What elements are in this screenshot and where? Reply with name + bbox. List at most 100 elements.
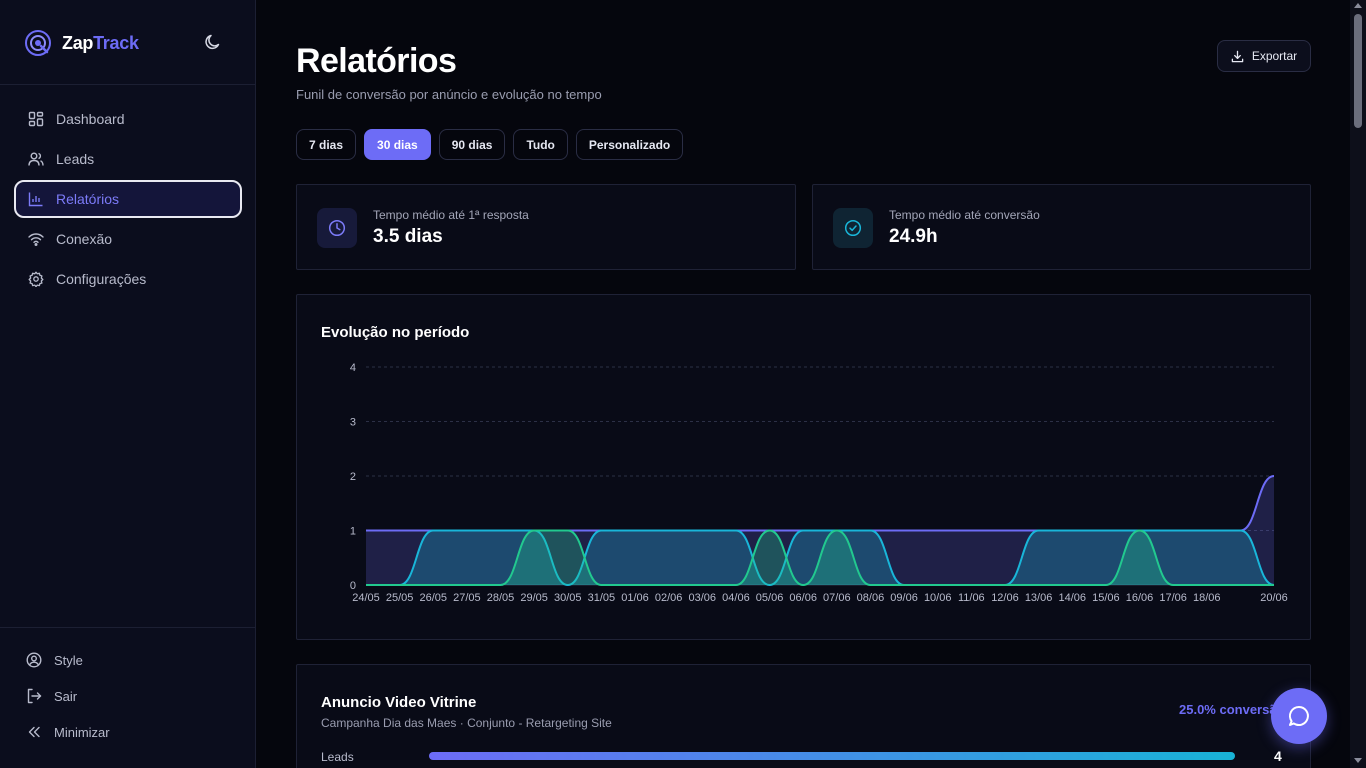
sidebar-item-conexao[interactable]: Conexão: [14, 220, 242, 258]
sidebar-item-leads[interactable]: Leads: [14, 140, 242, 178]
x-tick-label: 12/06: [991, 592, 1019, 604]
x-tick-label: 02/06: [655, 592, 683, 604]
series-line: [366, 529, 1275, 587]
funnel-row-count: 4: [1274, 748, 1282, 764]
funnel-row-label: Leads: [321, 750, 354, 764]
scroll-down-arrow[interactable]: [1354, 758, 1362, 763]
wifi-icon: [28, 233, 44, 246]
logo-icon: [25, 30, 51, 56]
stat-card-conversion-time: Tempo médio até conversão 24.9h: [812, 184, 1311, 270]
sidebar-item-dashboard[interactable]: Dashboard: [14, 100, 242, 138]
export-button[interactable]: Exportar: [1217, 40, 1311, 72]
y-tick-label: 1: [350, 526, 356, 538]
funnel-row-bar: [429, 752, 1235, 760]
sidebar-item-relatorios[interactable]: Relatórios: [14, 180, 242, 218]
filter-7-dias[interactable]: 7 dias: [296, 129, 357, 160]
x-tick-label: 14/06: [1058, 592, 1086, 604]
filter-30-dias[interactable]: 30 dias: [364, 129, 431, 160]
sidebar-item-configuracoes[interactable]: Configurações: [14, 260, 242, 298]
page-scrollbar[interactable]: [1350, 0, 1366, 768]
page-title: Relatórios: [296, 42, 457, 80]
filter-tudo[interactable]: Tudo: [513, 129, 568, 160]
x-tick-label: 13/06: [1025, 592, 1053, 604]
ad-funnel-card: Anuncio Video Vitrine Campanha Dia das M…: [296, 664, 1311, 768]
filter-personalizado[interactable]: Personalizado: [575, 129, 684, 160]
x-tick-label: 05/06: [756, 592, 784, 604]
sidebar: ZapTrack Dashboard Leads: [0, 0, 256, 768]
series-line: [366, 475, 1275, 532]
x-tick-label: 20/06: [1260, 592, 1288, 604]
profile-button[interactable]: Style: [26, 642, 236, 678]
x-tick-label: 11/06: [958, 592, 985, 604]
sidebar-bottom: Style Sair Minimizar: [26, 642, 236, 750]
sidebar-item-label: Relatórios: [56, 191, 120, 207]
x-tick-label: 04/06: [722, 592, 750, 604]
x-tick-label: 27/05: [453, 592, 481, 604]
x-tick-label: 16/06: [1126, 592, 1154, 604]
logout-icon: [27, 688, 42, 704]
chat-bubble-icon: [1288, 705, 1309, 726]
ad-title: Anuncio Video Vitrine: [321, 694, 477, 711]
x-tick-label: 06/06: [789, 592, 817, 604]
stat-icon-wrapper: [833, 208, 873, 248]
brand[interactable]: ZapTrack: [24, 28, 139, 58]
moon-icon[interactable]: [203, 32, 223, 52]
chevrons-left-icon: [28, 726, 40, 738]
x-tick-label: 07/06: [823, 592, 851, 604]
filter-90-dias[interactable]: 90 dias: [438, 129, 506, 160]
user-circle-icon: [26, 652, 42, 668]
sidebar-divider: [0, 84, 255, 85]
users-icon: [28, 152, 44, 166]
sidebar-nav: Dashboard Leads Relatórios: [14, 100, 242, 300]
x-tick-label: 08/06: [857, 592, 885, 604]
x-tick-label: 28/05: [487, 592, 515, 604]
minimize-button[interactable]: Minimizar: [26, 714, 236, 750]
main-content: Relatórios Funil de conversão por anúnci…: [256, 0, 1350, 768]
x-tick-label: 10/06: [924, 592, 952, 604]
minimize-label: Minimizar: [54, 724, 110, 740]
ad-subtitle: Campanha Dia das Maes · Conjunto - Retar…: [321, 716, 612, 730]
export-label: Exportar: [1251, 49, 1298, 63]
evolution-chart-card: Evolução no período 0 1 2 3 4 24/05 25/05 26/05…: [296, 294, 1311, 640]
x-tick-label: 24/05: [352, 592, 380, 604]
x-tick-label: 30/05: [554, 592, 582, 604]
x-tick-label: 01/06: [621, 592, 649, 604]
check-circle-icon: [844, 219, 862, 237]
period-filters: 7 dias 30 dias 90 dias Tudo Personalizad…: [296, 129, 691, 160]
stat-label: Tempo médio até 1ª resposta: [373, 208, 529, 222]
x-tick-label: 26/05: [419, 592, 447, 604]
y-tick-label: 2: [350, 471, 356, 483]
y-tick-label: 0: [350, 580, 356, 592]
sidebar-item-label: Configurações: [56, 271, 147, 287]
clock-icon: [328, 219, 346, 237]
download-icon: [1231, 50, 1244, 62]
evolution-chart: 0 1 2 3 4 24/05 25/05 26/05 27/05 28/05 29/05 30/05…: [350, 362, 1288, 604]
brand-name: ZapTrack: [62, 33, 139, 54]
bar-chart-icon: [28, 192, 43, 207]
chat-button[interactable]: [1271, 688, 1327, 744]
x-tick-label: 17/06: [1159, 592, 1187, 604]
chart-title: Evolução no período: [321, 324, 470, 341]
sidebar-item-label: Conexão: [56, 231, 113, 247]
brand-name-part1: Zap: [62, 32, 94, 53]
sidebar-item-label: Leads: [56, 151, 95, 167]
scroll-up-arrow[interactable]: [1354, 3, 1362, 8]
sidebar-item-label: Dashboard: [56, 111, 125, 127]
x-tick-label: 25/05: [386, 592, 414, 604]
x-tick-label: 03/06: [689, 592, 717, 604]
brand-name-part2: Track: [93, 32, 139, 53]
x-tick-label: 31/05: [588, 592, 616, 604]
stat-card-first-response: Tempo médio até 1ª resposta 3.5 dias: [296, 184, 796, 270]
gear-icon: [28, 271, 44, 287]
stat-icon-wrapper: [317, 208, 357, 248]
scroll-thumb[interactable]: [1354, 14, 1362, 128]
x-tick-label: 09/06: [890, 592, 918, 604]
x-tick-label: 18/06: [1193, 592, 1221, 604]
stat-value: 24.9h: [889, 226, 938, 247]
logout-button[interactable]: Sair: [26, 678, 236, 714]
stat-value: 3.5 dias: [373, 226, 443, 247]
x-tick-label: 15/06: [1092, 592, 1120, 604]
stat-label: Tempo médio até conversão: [889, 208, 1040, 222]
page-subtitle: Funil de conversão por anúncio e evoluçã…: [296, 87, 602, 102]
